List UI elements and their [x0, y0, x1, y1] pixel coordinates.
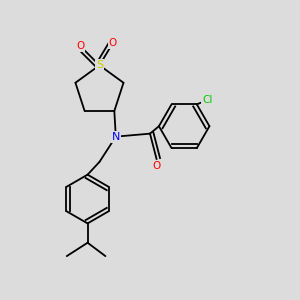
Text: O: O [152, 161, 161, 171]
Text: N: N [112, 132, 120, 142]
Text: O: O [76, 41, 84, 51]
Text: Cl: Cl [202, 95, 212, 105]
Text: O: O [109, 38, 117, 48]
Text: S: S [96, 60, 103, 70]
